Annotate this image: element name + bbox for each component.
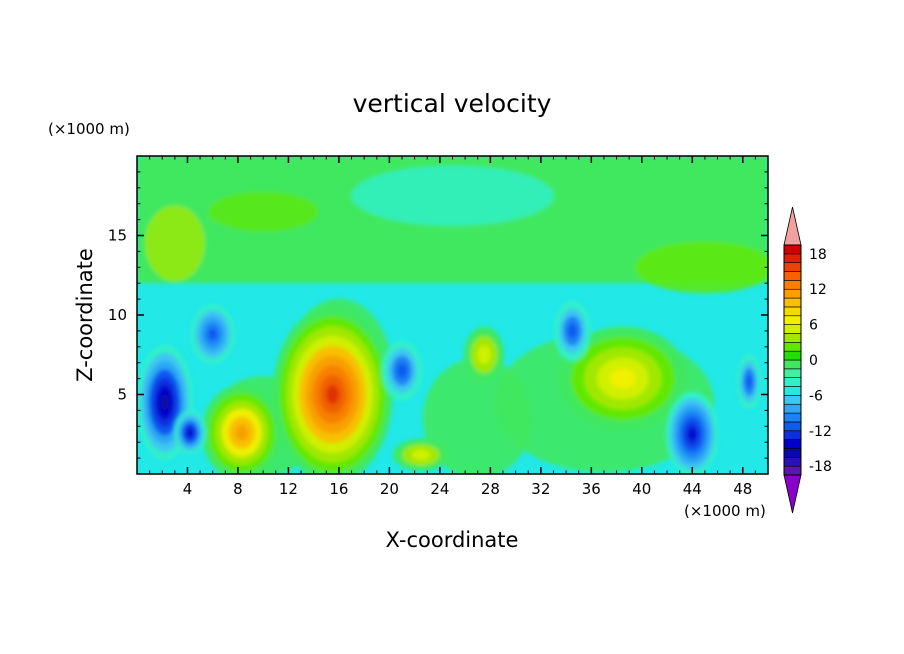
- colorbar-swatch: [783, 430, 802, 440]
- x-tick-label: 20: [380, 480, 399, 498]
- velocity-contour-down: [160, 394, 169, 411]
- colorbar-swatch: [783, 262, 802, 272]
- x-tick-label: 40: [632, 480, 651, 498]
- colorbar-swatch: [783, 395, 802, 405]
- colorbar-frame: [783, 244, 802, 476]
- upper-layer-patch: [634, 241, 768, 294]
- colorbar-tick-label: -18: [809, 459, 832, 475]
- colorbar-swatch: [783, 368, 802, 378]
- y-tick-label: 5: [117, 386, 127, 404]
- velocity-contour-down: [397, 363, 408, 379]
- lower-layer-patch: [422, 358, 533, 474]
- colorbar-swatch: [783, 359, 802, 370]
- x-tick-label: 4: [183, 480, 193, 498]
- x-tick-label: 28: [481, 480, 500, 498]
- colorbar-tick-label: -12: [809, 424, 832, 440]
- x-tick-label: 36: [582, 480, 601, 498]
- x-tick-label: 44: [683, 480, 702, 498]
- y-axis: 5 10 15: [108, 171, 768, 459]
- colorbar-swatch: [783, 421, 802, 432]
- velocity-contour-up: [325, 384, 340, 405]
- y-axis-label: Z-coordinate: [73, 248, 97, 382]
- velocity-contour-up: [235, 424, 249, 441]
- colorbar-tick-label: 12: [809, 282, 827, 298]
- colorbar-swatch: [783, 288, 802, 299]
- colorbar-swatch: [783, 457, 802, 467]
- x-tick-label: 8: [233, 480, 243, 498]
- colorbar-swatch: [783, 403, 802, 414]
- plot-area: [137, 156, 768, 474]
- y-unit-label: (×1000 m): [48, 120, 130, 138]
- colorbar-extend-bottom: [783, 474, 802, 514]
- colorbar-swatch: [783, 412, 802, 423]
- colorbar-swatch: [783, 253, 802, 263]
- x-tick-label: 48: [733, 480, 752, 498]
- colorbar-extend-top: [783, 206, 802, 246]
- y-tick-label: 15: [108, 227, 127, 245]
- x-tick-label: 16: [329, 480, 348, 498]
- velocity-contour-down: [688, 428, 696, 441]
- velocity-contour-up: [411, 449, 431, 461]
- colorbar-swatch: [783, 350, 802, 361]
- colorbar-tick-label: -6: [809, 388, 823, 404]
- chart-title: vertical velocity: [353, 89, 552, 118]
- colorbar-swatch: [783, 448, 802, 458]
- upper-layer-patch: [208, 191, 319, 232]
- colorbar-tick-label: 0: [809, 353, 818, 369]
- colorbar-swatch: [783, 324, 802, 334]
- velocity-contour-down: [187, 428, 193, 437]
- colorbar-swatch: [783, 297, 802, 308]
- velocity-contour-down: [746, 374, 753, 389]
- x-unit-label: (×1000 m): [684, 502, 766, 520]
- colorbar-swatch: [783, 244, 802, 255]
- colorbar-swatch: [783, 377, 802, 387]
- colorbar-swatch: [783, 280, 802, 290]
- velocity-field: [137, 156, 768, 474]
- colorbar-swatch: [783, 271, 802, 281]
- velocity-contour-up: [477, 345, 491, 365]
- y-tick-label: 10: [108, 306, 127, 324]
- colorbar-swatch: [783, 315, 802, 325]
- x-axis-label: X-coordinate: [386, 528, 519, 552]
- colorbar: 18 12 6 0 -6 -12 -18: [783, 206, 832, 514]
- colorbar-swatch: [783, 333, 802, 343]
- colorbar-swatch: [783, 439, 802, 449]
- colorbar-swatch: [783, 342, 802, 352]
- velocity-contour-down: [567, 323, 577, 339]
- colorbar-tick-label: 6: [809, 318, 818, 334]
- velocity-contour-down: [208, 328, 218, 341]
- x-tick-label: 24: [430, 480, 449, 498]
- x-axis: 4 8 12 16 20 24 28 32 36 40 44 48: [149, 156, 756, 498]
- colorbar-tick-label: 18: [809, 247, 827, 263]
- velocity-contour-up: [609, 368, 636, 389]
- x-tick-label: 12: [279, 480, 298, 498]
- upper-layer-patch: [351, 165, 554, 226]
- colorbar-swatch: [783, 306, 802, 317]
- colorbar-swatch: [783, 465, 802, 476]
- x-tick-label: 32: [531, 480, 550, 498]
- colorbar-swatch: [783, 386, 802, 396]
- upper-layer-patch: [144, 205, 205, 282]
